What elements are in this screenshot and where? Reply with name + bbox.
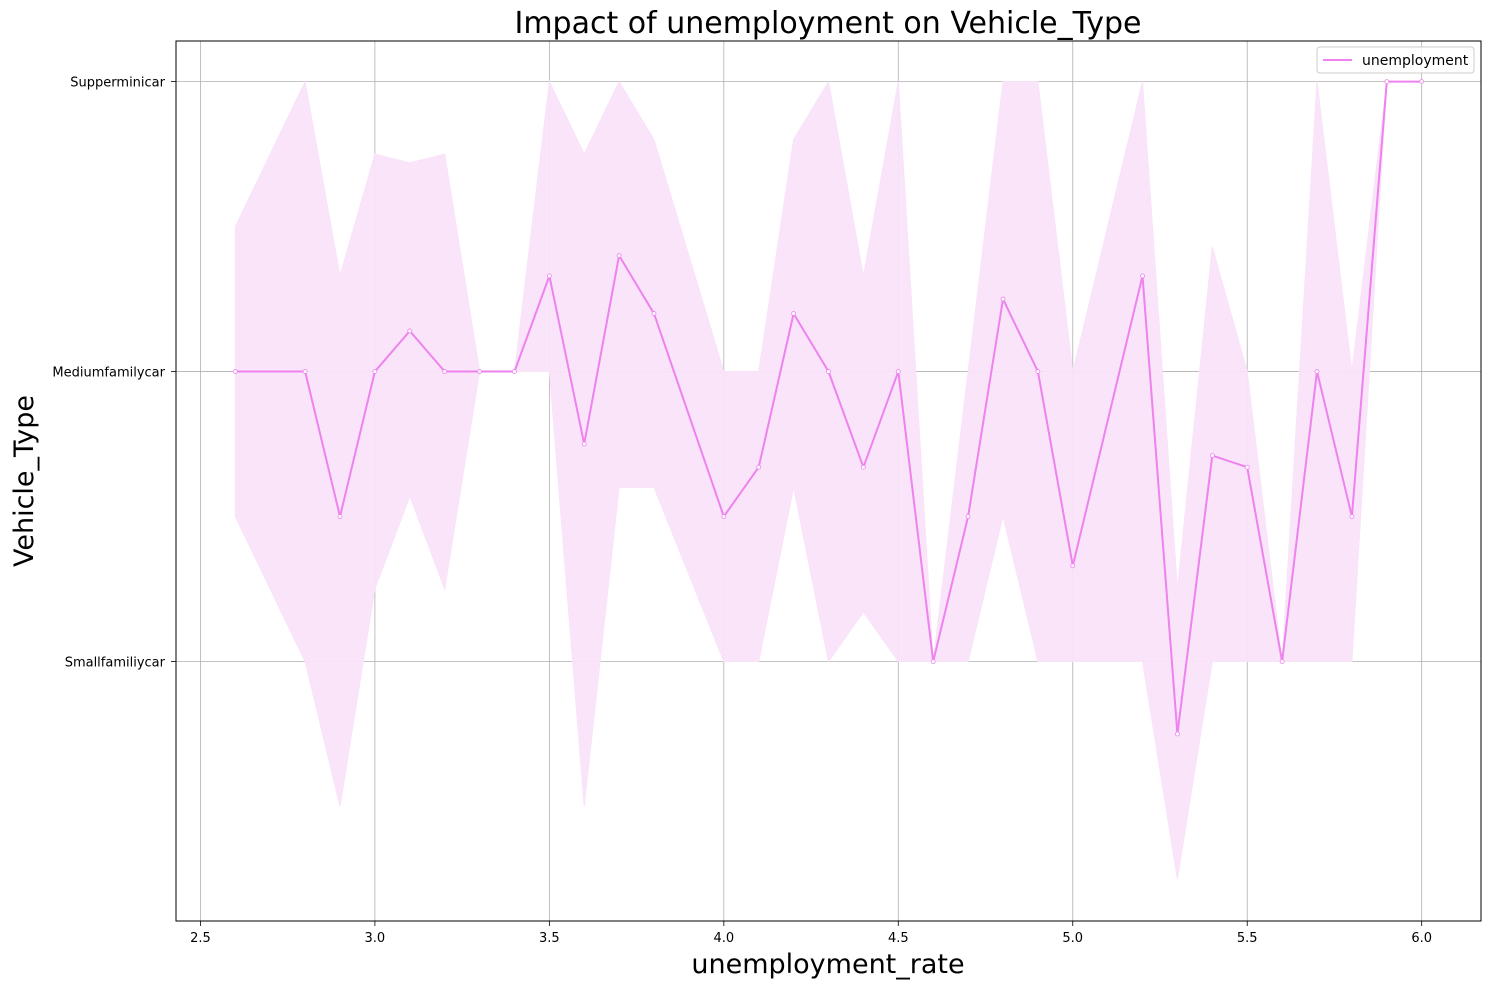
x-tick-label: 3.5 bbox=[539, 931, 560, 946]
data-point bbox=[1000, 296, 1006, 302]
data-point bbox=[477, 369, 482, 374]
x-tick-label: 6.0 bbox=[1411, 931, 1432, 946]
data-point bbox=[930, 659, 936, 664]
data-point bbox=[1209, 453, 1215, 459]
data-point bbox=[442, 369, 448, 374]
data-point bbox=[616, 253, 622, 258]
y-axis-label: Vehicle_Type bbox=[9, 395, 40, 567]
data-point bbox=[651, 311, 657, 316]
series-line bbox=[235, 80, 1422, 735]
data-point bbox=[756, 464, 762, 470]
data-point bbox=[895, 369, 901, 374]
data-point bbox=[1035, 369, 1041, 374]
data-point bbox=[546, 273, 552, 279]
x-axis-ticks: 2.5 3.0 3.5 4.0 4.5 5.0 5.5 6.0 bbox=[190, 921, 1432, 946]
data-point bbox=[337, 514, 343, 519]
data-point bbox=[581, 441, 587, 447]
plot-frame bbox=[175, 40, 1482, 922]
data-point bbox=[1140, 273, 1145, 279]
legend: unemployment bbox=[1316, 46, 1475, 74]
data-point bbox=[232, 369, 238, 374]
y-tick-label: Mediumfamilycar bbox=[52, 366, 165, 381]
x-tick-label: 4.0 bbox=[713, 931, 734, 946]
x-tick-label: 5.5 bbox=[1237, 931, 1258, 946]
x-tick-label: 4.5 bbox=[888, 931, 909, 946]
data-point bbox=[860, 464, 866, 470]
data-point bbox=[1419, 79, 1425, 84]
data-point-layer bbox=[232, 79, 1425, 737]
chart-title: Impact of unemployment on Vehicle_Type bbox=[514, 6, 1141, 41]
data-point bbox=[407, 328, 413, 334]
data-point bbox=[1314, 369, 1320, 374]
series-line-layer bbox=[235, 80, 1422, 735]
data-point bbox=[721, 514, 727, 519]
x-axis-label: unemployment_rate bbox=[691, 949, 964, 980]
data-point bbox=[1279, 659, 1285, 664]
confidence-band-layer bbox=[234, 79, 1422, 880]
data-point bbox=[302, 369, 308, 374]
legend-label: unemployment bbox=[1362, 53, 1469, 69]
confidence-band bbox=[234, 79, 1422, 880]
data-point bbox=[826, 369, 831, 374]
data-point bbox=[1349, 514, 1355, 519]
data-point bbox=[1384, 79, 1390, 84]
data-point bbox=[512, 369, 517, 374]
x-tick-label: 5.0 bbox=[1062, 931, 1083, 946]
y-axis-ticks: Smallfamiliycar Mediumfamilycar Suppermini… bbox=[52, 76, 176, 670]
data-point bbox=[965, 514, 971, 519]
x-tick-label: 2.5 bbox=[190, 931, 211, 946]
data-point bbox=[372, 369, 378, 374]
data-point bbox=[791, 311, 797, 316]
data-point bbox=[1244, 464, 1250, 470]
y-tick-label: Supperminicar bbox=[70, 76, 165, 91]
data-point bbox=[1070, 563, 1076, 569]
data-point bbox=[1175, 731, 1180, 737]
x-tick-label: 3.0 bbox=[365, 931, 386, 946]
y-tick-label: Smallfamiliycar bbox=[65, 655, 166, 670]
legend-box bbox=[1316, 46, 1475, 74]
